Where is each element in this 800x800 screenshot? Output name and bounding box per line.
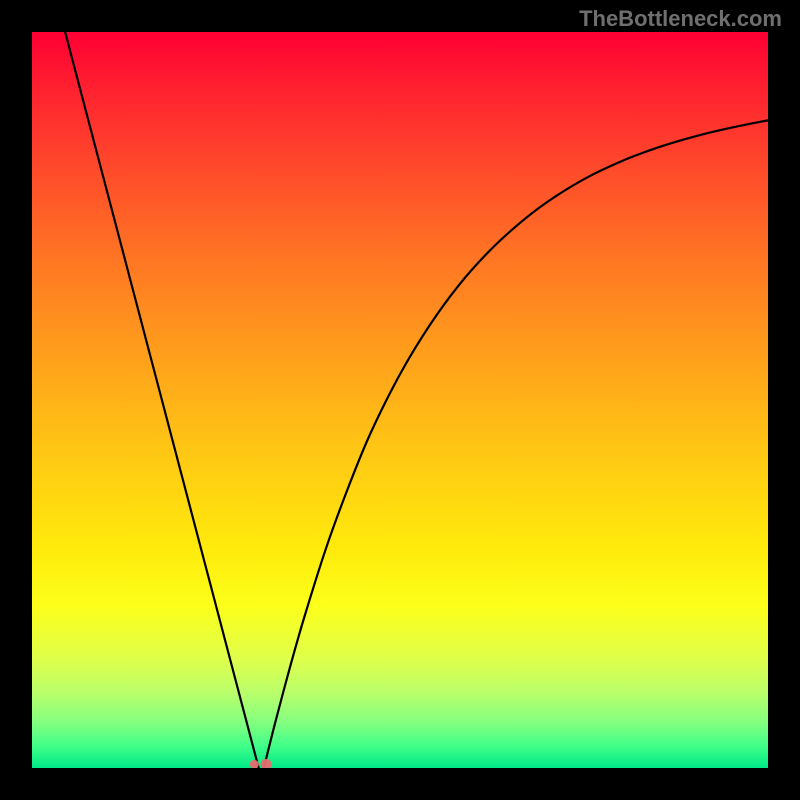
plot-background: [32, 32, 768, 768]
chart-frame: TheBottleneck.com: [0, 0, 800, 800]
watermark-text: TheBottleneck.com: [579, 6, 782, 32]
plot-svg: [32, 32, 768, 768]
plot-area: [32, 32, 768, 768]
